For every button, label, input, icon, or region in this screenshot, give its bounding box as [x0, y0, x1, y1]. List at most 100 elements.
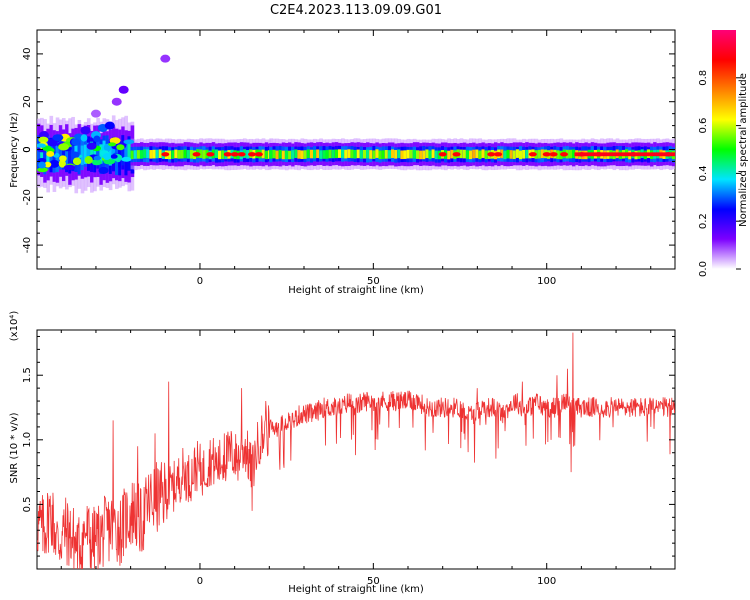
spectrogram-hotspot	[494, 152, 503, 157]
spectrogram-blob	[90, 109, 101, 118]
y-tick-label: -20	[22, 189, 33, 205]
spectrogram-blob	[86, 142, 97, 150]
spectrogram-cell	[415, 150, 420, 159]
spectrogram-blob	[71, 138, 80, 146]
spectrogram-cell	[328, 149, 333, 159]
spectrogram-blob	[38, 136, 49, 143]
spectrogram-cell	[272, 149, 277, 159]
spectrogram-blob	[38, 161, 46, 169]
spectrogram-cell	[278, 149, 283, 159]
spectrogram-cell	[331, 149, 336, 159]
x-tick-label: 0	[197, 276, 203, 287]
spectrogram-cell	[503, 150, 507, 160]
x-tick-label: 100	[537, 576, 556, 587]
snr-y-label: SNR (10 * v/v)	[9, 412, 20, 483]
spectrogram-blob	[44, 161, 52, 168]
spectrogram-cell	[378, 150, 383, 160]
spectrogram-cell	[509, 150, 514, 159]
spectrogram-cell	[284, 150, 289, 160]
spectrogram-cell	[303, 150, 308, 159]
y-tick-label: 1.0	[22, 432, 33, 448]
spectrogram-cell	[177, 150, 182, 159]
spectrogram-hotspot	[206, 152, 215, 157]
spectrogram-blob	[93, 135, 101, 143]
spectrogram-hotspot	[574, 152, 675, 157]
spectrogram-cell	[366, 149, 370, 159]
spectrogram-blob	[121, 156, 132, 162]
spectrogram-hotspot	[161, 152, 170, 157]
spectrogram-cell	[372, 150, 376, 159]
spectrogram-cell	[300, 150, 305, 160]
spectrogram-cell	[394, 150, 398, 159]
spectrogram-cell	[306, 149, 311, 159]
spectrogram-cell	[506, 149, 511, 159]
spectrogram-blob	[160, 54, 171, 63]
spectrogram-blob	[72, 157, 82, 166]
figure-title: C2E4.2023.113.09.09.G01	[270, 3, 442, 18]
spectrogram-cell	[246, 150, 250, 159]
spectrogram-cell	[447, 150, 451, 160]
spectrogram-blob	[118, 85, 129, 94]
colorbar-ticks: 0.0 0.2 0.4 0.6 0.8	[698, 70, 741, 277]
spectrogram-cell	[40, 146, 44, 166]
spectrogram-cell	[174, 149, 178, 159]
y-tick-label: 0	[22, 146, 33, 152]
spectrogram-cell	[322, 150, 326, 159]
spectrogram-cell	[375, 149, 380, 158]
spectrogram-cell	[462, 149, 467, 159]
snr-y-multiplier: (x10⁴)	[9, 311, 20, 342]
spectrogram-cell	[384, 150, 389, 159]
spectrogram-y-label: Frequency (Hz)	[9, 112, 20, 188]
spectrogram-cell	[412, 149, 417, 159]
spectrogram-cell	[356, 149, 361, 159]
spectrogram-blob	[91, 159, 102, 166]
spectrogram-cell	[465, 150, 470, 159]
spectrogram-cell	[146, 149, 150, 159]
colorbar-tick-label: 0.0	[698, 261, 709, 277]
spectrogram-blob	[93, 155, 102, 161]
spectrogram-hotspot	[438, 152, 447, 157]
spectrogram-cell	[133, 150, 138, 159]
spectrogram-cell	[313, 149, 317, 159]
spectrogram-cell	[387, 150, 392, 159]
spectrogram-cell	[419, 150, 423, 160]
spectrogram-cell	[568, 149, 573, 159]
spectrogram-cell	[111, 141, 116, 161]
spectrogram-cell	[512, 150, 517, 160]
spectrogram-cell	[337, 149, 342, 158]
spectrogram-cell	[180, 149, 185, 159]
spectrogram-cell	[481, 149, 486, 158]
spectrogram-blob	[116, 144, 125, 151]
spectrogram-cell	[362, 149, 367, 159]
spectrogram-cell	[264, 150, 269, 160]
spectrogram-cell	[459, 149, 464, 159]
spectrogram-cell	[518, 150, 523, 160]
spectrogram-cell	[319, 150, 323, 159]
spectrogram-cell	[171, 150, 175, 159]
spectrogram-cell	[294, 149, 298, 159]
spectrogram-x-ticks: 0 50 100	[60, 30, 652, 287]
spectrogram-blob	[80, 134, 88, 142]
spectrogram-blob	[49, 159, 60, 168]
colorbar: 0.0 0.2 0.4 0.6 0.8 Normalized spectral ampl…	[698, 30, 749, 277]
spectrogram-cell	[400, 150, 405, 160]
spectrogram-cell	[522, 149, 526, 159]
spectrogram-cell	[350, 149, 355, 159]
colorbar-tick-label: 0.8	[698, 70, 709, 86]
spectrogram-hotspot	[487, 152, 496, 157]
spectrogram-cell	[217, 150, 222, 160]
spectrogram-cell	[37, 142, 41, 163]
spectrogram-cell	[325, 150, 330, 159]
spectrogram-hotspot	[549, 152, 558, 157]
spectrogram-cell	[261, 149, 266, 159]
spectrogram-hotspot	[192, 152, 201, 157]
spectrogram-panel: 0 50 100 -40 -20 0 20 40 0 Height of straight l…	[9, 29, 676, 296]
y-tick-label: 1.5	[22, 367, 33, 383]
y-tick-label: 40	[22, 48, 33, 61]
spectrogram-cell	[316, 149, 320, 159]
spectrogram-hotspot	[237, 152, 246, 157]
spectrogram-blob	[52, 134, 64, 141]
colorbar-label: Normalized spectral amplitude	[738, 73, 749, 227]
spectrogram-cell	[139, 150, 144, 159]
